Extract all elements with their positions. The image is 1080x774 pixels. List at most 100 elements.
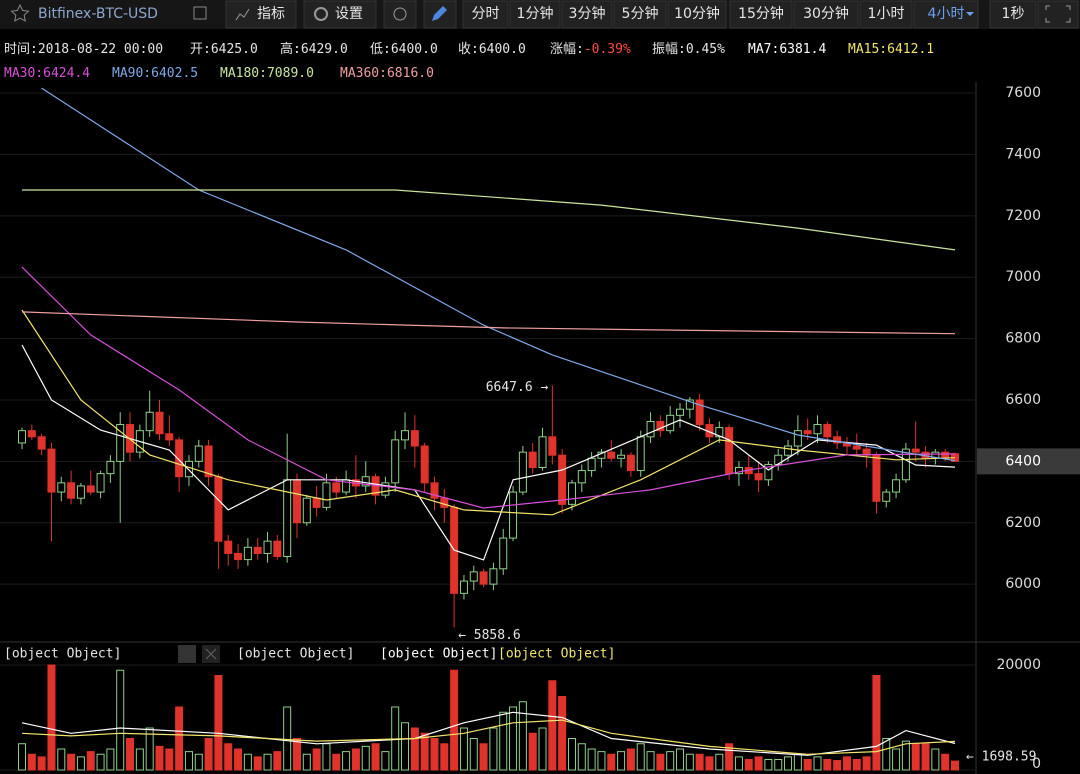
info-item: 时间:2018-08-22 00:00 — [4, 42, 163, 57]
candle-body — [852, 445, 861, 450]
close-mark — [205, 648, 217, 660]
candle-body — [479, 571, 488, 585]
info-item: MA7:6381.4 — [748, 42, 826, 57]
info-value: 6425.0 — [211, 42, 258, 57]
candle-body — [292, 479, 301, 524]
volume-bar — [931, 748, 940, 771]
info-value: 6400.0 — [479, 42, 526, 57]
volume-bar — [685, 753, 694, 771]
volume-settings-icon[interactable] — [178, 645, 196, 663]
favorite-icon[interactable] — [10, 3, 30, 22]
volume-bar — [459, 727, 468, 771]
window-icon[interactable] — [193, 6, 207, 20]
candle-body — [676, 408, 685, 416]
settings-button[interactable] — [303, 0, 377, 29]
interval-label: 1秒 — [1002, 6, 1025, 22]
candle-body — [646, 420, 655, 438]
candle-body — [401, 430, 410, 441]
candle-body — [420, 445, 429, 484]
candle-body — [617, 454, 626, 459]
info-item: MA30:6424.4 — [4, 66, 90, 81]
candle-body — [194, 445, 203, 462]
volume-bar — [214, 675, 223, 771]
info-item: 振幅:0.45% — [652, 42, 725, 57]
volume-bar — [617, 751, 626, 771]
y-tick-label: 20000 — [996, 657, 1041, 673]
candle-body — [184, 460, 193, 478]
volume-bar — [86, 751, 95, 771]
candle-body — [430, 482, 439, 499]
interval-tab[interactable] — [793, 0, 859, 29]
interval-tab[interactable] — [729, 0, 793, 29]
current-price-box — [977, 448, 1080, 475]
volume-bar — [76, 756, 85, 771]
info-item: 高:6429.0 — [280, 41, 348, 57]
info-label: 收: — [458, 42, 479, 57]
volume-bar — [509, 706, 518, 771]
interval-label: 10分钟 — [674, 5, 720, 22]
volume-bar — [420, 732, 429, 771]
volume-bar — [106, 748, 115, 771]
candle-body — [685, 399, 694, 410]
interval-tab[interactable] — [613, 0, 667, 29]
info-label: MA90: — [112, 66, 151, 81]
interval-tab[interactable] — [561, 0, 613, 29]
draw-button[interactable] — [423, 0, 457, 29]
volume-bar — [273, 751, 282, 771]
volume-bar — [587, 748, 596, 771]
volume-bar — [126, 738, 135, 771]
volume-bar — [872, 675, 881, 771]
symbol[interactable]: Bitfinex-BTC-USD — [38, 6, 158, 22]
theme-button[interactable] — [383, 0, 417, 29]
interval-tab[interactable] — [462, 0, 509, 29]
info-item: MA90:6402.5 — [112, 66, 198, 81]
y-tick-label: 7600 — [1005, 85, 1041, 101]
volume-bar — [901, 740, 910, 771]
volume-bar — [194, 753, 203, 771]
candle-body — [793, 430, 802, 447]
volume-bar — [96, 753, 105, 771]
candle-body — [27, 430, 36, 438]
candle-body — [224, 540, 233, 554]
interval-tab[interactable] — [667, 0, 727, 29]
indicators-button[interactable] — [225, 0, 297, 29]
volume-bar — [862, 756, 871, 771]
volume-bar — [666, 751, 675, 771]
ma-line — [41, 87, 956, 462]
volume-bar — [469, 738, 478, 771]
candle-body — [116, 424, 125, 462]
candle-body — [361, 476, 370, 487]
volume-bar — [941, 753, 950, 771]
info-value: -0.39% — [584, 42, 631, 57]
volume-bar — [705, 756, 714, 771]
candle-body — [911, 448, 920, 453]
candle-body — [214, 476, 223, 542]
draw-icon — [432, 6, 447, 21]
volume-bar — [734, 756, 743, 771]
interval-tab[interactable] — [509, 0, 561, 29]
info-value: 6412.1 — [887, 42, 934, 57]
ma-line — [22, 189, 956, 251]
volume-bar — [175, 706, 184, 771]
candle-body — [410, 430, 419, 447]
interval-label: 分时 — [472, 6, 500, 22]
interval-tab[interactable] — [859, 0, 913, 29]
candle-body — [145, 411, 154, 432]
volume-bar — [626, 748, 635, 771]
candle-body — [872, 454, 881, 502]
fullscreen-button[interactable] — [1037, 0, 1079, 29]
volume-bar — [567, 738, 576, 771]
interval-tab[interactable] — [989, 0, 1037, 29]
volume-bar — [312, 748, 321, 771]
info-value: 6429.0 — [301, 42, 348, 57]
candle-body — [577, 470, 586, 484]
volume-bar — [361, 745, 370, 771]
info-label: 低: — [370, 42, 391, 57]
candle-body — [243, 546, 252, 561]
volume-bar — [636, 743, 645, 771]
interval-tab[interactable] — [913, 0, 979, 29]
volume-info: [object Object] — [380, 647, 497, 662]
candle-body — [538, 436, 547, 469]
volume-bar — [253, 756, 262, 771]
